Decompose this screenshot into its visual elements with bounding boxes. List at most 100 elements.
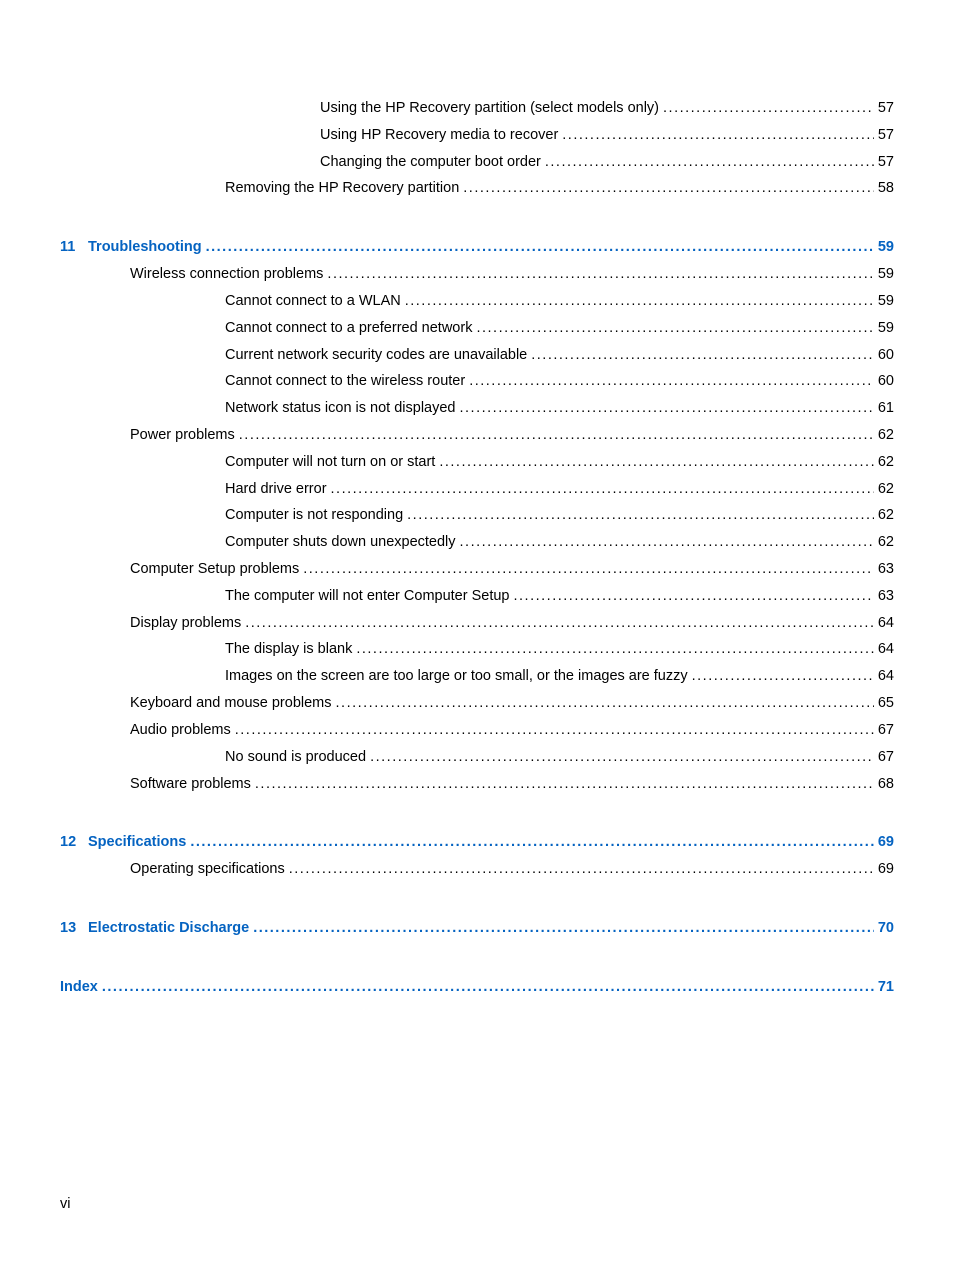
toc-page-number: 67	[878, 744, 894, 771]
toc-entry: Using HP Recovery media to recover 57	[60, 122, 894, 149]
toc-entry-text: Specifications	[88, 829, 186, 856]
toc-entry: Cannot connect to the wireless router 60	[60, 368, 894, 395]
toc-leader	[370, 744, 874, 771]
toc-entry-text: Using HP Recovery media to recover	[320, 122, 558, 149]
toc-page-number: 63	[878, 583, 894, 610]
toc-page-number: 69	[878, 829, 894, 856]
toc-entry: Changing the computer boot order 57	[60, 149, 894, 176]
toc-entry[interactable]: 13 Electrostatic Discharge 70	[60, 915, 894, 942]
toc-leader	[562, 122, 874, 149]
toc-entry-text: Changing the computer boot order	[320, 149, 541, 176]
toc-page-number: 64	[878, 663, 894, 690]
chapter-number: 13	[60, 915, 88, 942]
toc-page-number: 70	[878, 915, 894, 942]
toc-page-number: 62	[878, 449, 894, 476]
toc-page-number: 62	[878, 529, 894, 556]
toc-page-number: 68	[878, 771, 894, 798]
toc-entry: Software problems 68	[60, 771, 894, 798]
toc-page-number: 69	[878, 856, 894, 883]
toc-container: Using the HP Recovery partition (select …	[60, 95, 894, 1001]
toc-entry-text: Current network security codes are unava…	[225, 342, 527, 369]
toc-page-number: 57	[878, 122, 894, 149]
toc-page-number: 59	[878, 315, 894, 342]
toc-entry-text: Troubleshooting	[88, 234, 202, 261]
toc-entry-text: Wireless connection problems	[130, 261, 323, 288]
toc-leader	[663, 95, 874, 122]
toc-leader	[407, 502, 874, 529]
toc-entry-text: Operating specifications	[130, 856, 285, 883]
toc-entry-text: Display problems	[130, 610, 241, 637]
toc-page-number: 58	[878, 175, 894, 202]
toc-entry: Hard drive error 62	[60, 476, 894, 503]
toc-entry-text: Computer will not turn on or start	[225, 449, 435, 476]
toc-leader	[460, 395, 874, 422]
toc-page-number: 65	[878, 690, 894, 717]
toc-page-number: 64	[878, 610, 894, 637]
toc-page-number: 63	[878, 556, 894, 583]
toc-entry[interactable]: Index 71	[60, 974, 894, 1001]
toc-leader	[253, 915, 874, 942]
toc-page-number: 64	[878, 636, 894, 663]
toc-entry: Cannot connect to a preferred network 59	[60, 315, 894, 342]
toc-entry: The display is blank 64	[60, 636, 894, 663]
toc-entry-text: The display is blank	[225, 636, 352, 663]
toc-entry-text: Index	[60, 974, 98, 1001]
toc-page-number: 59	[878, 234, 894, 261]
chapter-number: 12	[60, 829, 88, 856]
toc-entry: Operating specifications 69	[60, 856, 894, 883]
toc-page-number: 61	[878, 395, 894, 422]
toc-leader	[405, 288, 874, 315]
toc-entry: Images on the screen are too large or to…	[60, 663, 894, 690]
chapter-number: 11	[60, 234, 88, 261]
toc-entry-text: Audio problems	[130, 717, 231, 744]
toc-entry: Wireless connection problems 59	[60, 261, 894, 288]
toc-entry-text: Computer Setup problems	[130, 556, 299, 583]
toc-leader	[692, 663, 874, 690]
toc-entry: Computer will not turn on or start 62	[60, 449, 894, 476]
toc-entry-text: Computer is not responding	[225, 502, 403, 529]
toc-leader	[303, 556, 874, 583]
toc-entry-text: The computer will not enter Computer Set…	[225, 583, 510, 610]
toc-entry-text: No sound is produced	[225, 744, 366, 771]
toc-entry: Computer Setup problems 63	[60, 556, 894, 583]
toc-entry: No sound is produced 67	[60, 744, 894, 771]
toc-page-number: 62	[878, 422, 894, 449]
toc-leader	[463, 175, 874, 202]
toc-leader	[331, 476, 874, 503]
toc-entry-text: Images on the screen are too large or to…	[225, 663, 688, 690]
toc-entry: Using the HP Recovery partition (select …	[60, 95, 894, 122]
toc-entry[interactable]: 11 Troubleshooting 59	[60, 234, 894, 261]
toc-entry: Current network security codes are unava…	[60, 342, 894, 369]
toc-leader	[545, 149, 874, 176]
toc-entry: Network status icon is not displayed 61	[60, 395, 894, 422]
toc-leader	[476, 315, 873, 342]
toc-entry-text: Keyboard and mouse problems	[130, 690, 332, 717]
toc-leader	[190, 829, 874, 856]
toc-entry: Computer is not responding 62	[60, 502, 894, 529]
page-footer: vi	[60, 1196, 70, 1212]
toc-page-number: 60	[878, 342, 894, 369]
toc-leader	[469, 368, 874, 395]
toc-page-number: 71	[878, 974, 894, 1001]
toc-entry: Computer shuts down unexpectedly 62	[60, 529, 894, 556]
toc-leader	[460, 529, 874, 556]
toc-leader	[514, 583, 874, 610]
toc-entry-text: Cannot connect to a WLAN	[225, 288, 401, 315]
toc-entry: The computer will not enter Computer Set…	[60, 583, 894, 610]
toc-leader	[439, 449, 874, 476]
toc-leader	[239, 422, 874, 449]
toc-page-number: 57	[878, 149, 894, 176]
toc-leader	[531, 342, 874, 369]
toc-leader	[255, 771, 874, 798]
toc-leader	[336, 690, 874, 717]
toc-entry-text: Cannot connect to a preferred network	[225, 315, 472, 342]
toc-entry: Cannot connect to a WLAN 59	[60, 288, 894, 315]
toc-entry: Power problems 62	[60, 422, 894, 449]
toc-leader	[102, 974, 874, 1001]
toc-entry: Removing the HP Recovery partition 58	[60, 175, 894, 202]
toc-entry-text: Network status icon is not displayed	[225, 395, 456, 422]
toc-entry[interactable]: 12 Specifications 69	[60, 829, 894, 856]
toc-page-number: 59	[878, 261, 894, 288]
toc-leader	[289, 856, 874, 883]
toc-leader	[245, 610, 874, 637]
